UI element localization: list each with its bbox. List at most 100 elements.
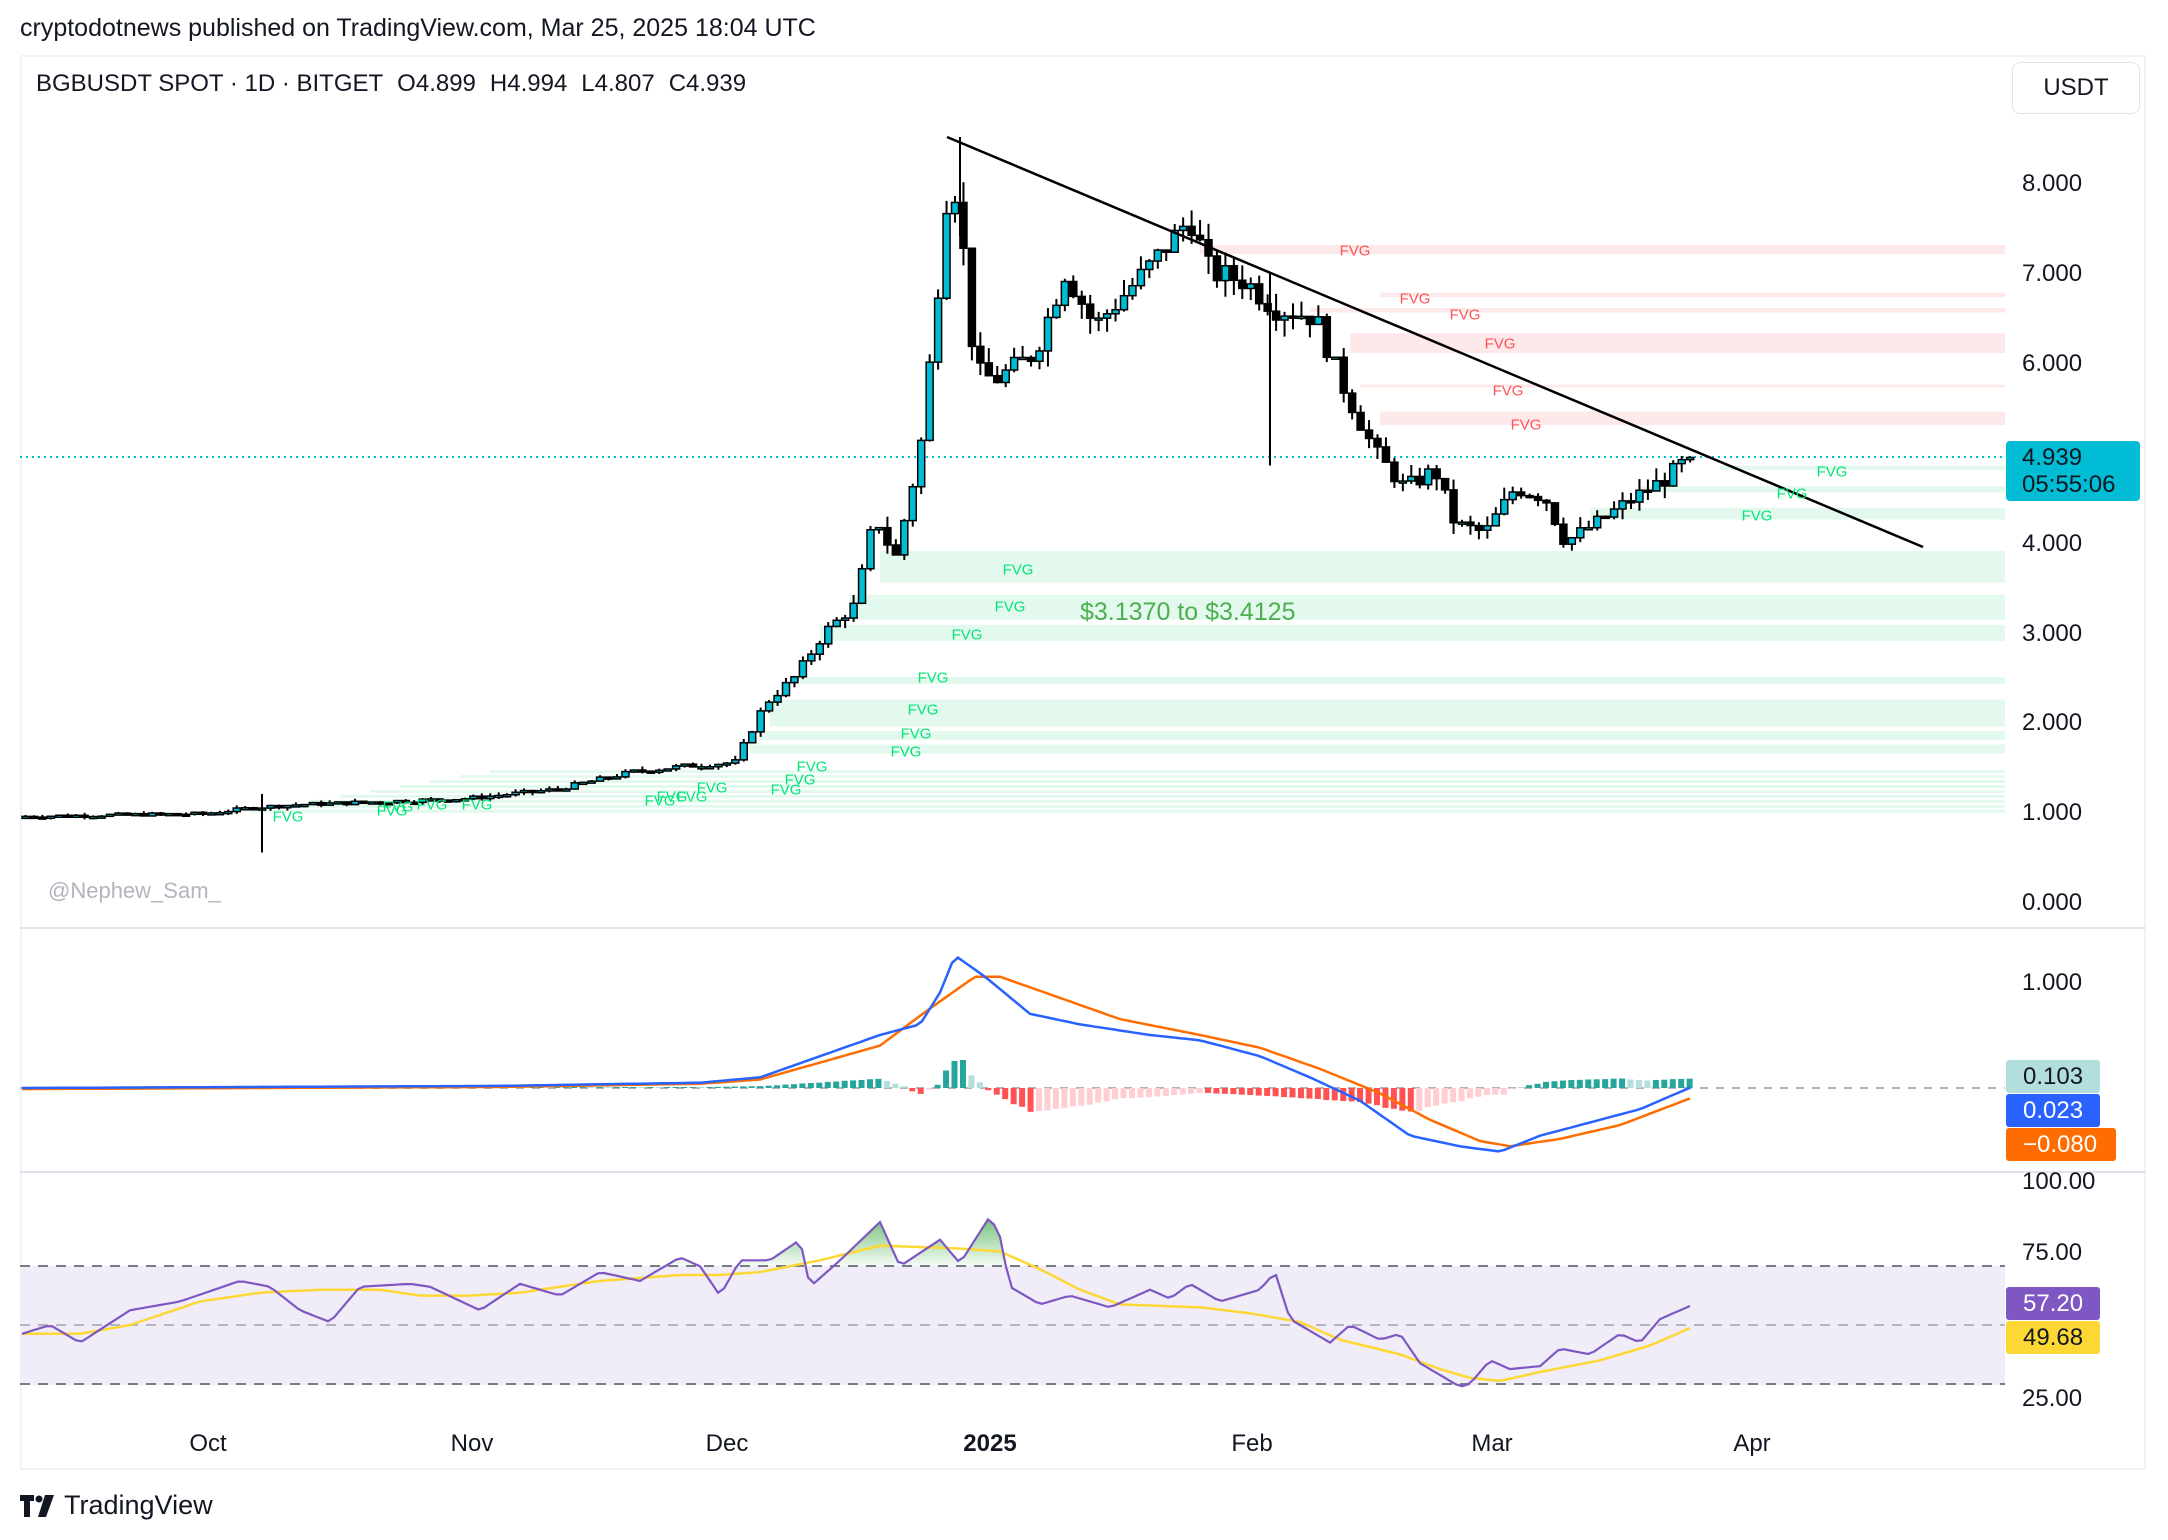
macd-histogram-bar xyxy=(1069,1088,1076,1107)
fvg-zone xyxy=(1360,384,2005,388)
bull-candle xyxy=(562,788,571,792)
bull-candle xyxy=(756,710,765,733)
bull-candle xyxy=(671,765,681,770)
bull-candle xyxy=(1584,527,1593,531)
macd-histogram-bar xyxy=(1644,1080,1651,1088)
bear-candle xyxy=(1381,446,1391,463)
bull-candle xyxy=(714,763,723,768)
bull-candle xyxy=(88,815,98,820)
macd-signal-tag: −0.080 xyxy=(2006,1128,2116,1161)
macd-histogram-bar xyxy=(1281,1088,1288,1098)
ohlc-open: O4.899 xyxy=(397,70,476,97)
bear-candle xyxy=(1347,392,1357,414)
bull-candle xyxy=(1119,294,1129,311)
bull-candle xyxy=(350,800,360,806)
bear-candle xyxy=(1390,461,1399,483)
bull-candle xyxy=(105,813,115,818)
price-axis-label: 6.000 xyxy=(2022,350,2083,377)
bull-candle xyxy=(655,769,664,774)
bear-candle xyxy=(1542,499,1551,504)
bull-candle xyxy=(486,795,495,800)
bull-candle xyxy=(1178,225,1188,232)
bear-candle xyxy=(1373,437,1382,448)
bear-candle xyxy=(1626,500,1636,504)
macd-histogram-bar xyxy=(985,1088,992,1091)
macd-histogram-bar xyxy=(1112,1088,1119,1100)
fvg-label: FVG xyxy=(900,725,932,743)
currency-button[interactable]: USDT xyxy=(2012,62,2140,114)
bull-candle xyxy=(519,789,529,794)
macd-histogram-bar xyxy=(1390,1088,1397,1109)
fvg-zone xyxy=(400,785,2005,788)
time-axis-label: Feb xyxy=(1231,1430,1273,1457)
bull-candle xyxy=(1669,462,1678,487)
bull-candle xyxy=(1035,350,1044,363)
fvg-label: FVG xyxy=(1492,382,1524,400)
bull-candle xyxy=(587,780,596,784)
author-watermark: @Nephew_Sam_ xyxy=(48,878,221,903)
bear-candle xyxy=(1466,521,1475,527)
fvg-zone xyxy=(370,789,2005,793)
rsi-overbought-fill xyxy=(664,1219,1006,1266)
macd-histogram-bar xyxy=(951,1060,958,1088)
bear-candle xyxy=(1085,303,1095,319)
fvg-zone xyxy=(250,809,2005,813)
bull-candle xyxy=(266,804,275,809)
macd-signal-line xyxy=(21,975,1691,1148)
tradingview-brand[interactable]: TradingView xyxy=(20,1490,213,1521)
macd-histogram-bar xyxy=(1610,1078,1617,1088)
price-axis-label: 4.000 xyxy=(2022,530,2083,557)
bull-candle xyxy=(494,794,503,799)
macd-histogram-bar xyxy=(1314,1088,1321,1100)
bull-candle xyxy=(1280,315,1289,321)
bear-candle xyxy=(173,812,182,817)
macd-line xyxy=(22,956,1691,1153)
bull-candle xyxy=(1060,280,1070,307)
macd-histogram-bar xyxy=(1128,1088,1135,1098)
macd-histogram-bar xyxy=(1475,1088,1482,1097)
macd-histogram-bar xyxy=(858,1079,865,1088)
bear-candle xyxy=(1263,302,1272,312)
price-axis-label: 7.000 xyxy=(2022,260,2083,287)
macd-histogram-bar xyxy=(1255,1088,1262,1096)
bull-candle xyxy=(418,798,427,804)
macd-histogram-bar xyxy=(833,1081,840,1088)
ohlc-low: L4.807 xyxy=(581,70,655,97)
bear-candle xyxy=(80,814,89,819)
fvg-label: FVG xyxy=(272,808,304,826)
fvg-zone xyxy=(490,770,2005,774)
bear-candle xyxy=(993,374,1002,384)
bear-candle xyxy=(1069,280,1078,298)
fvg-label: FVG xyxy=(1816,463,1848,481)
bear-candle xyxy=(688,763,698,768)
bull-candle xyxy=(1153,249,1163,262)
bear-candle xyxy=(376,801,385,805)
macd-histogram-bar xyxy=(731,1086,738,1088)
bear-candle xyxy=(1322,316,1332,359)
price-axis-label: 0.000 xyxy=(2022,889,2083,916)
macd-histogram-bar xyxy=(1036,1088,1042,1112)
macd-histogram-bar xyxy=(613,1087,620,1088)
macd-histogram-bar xyxy=(571,1087,578,1088)
ohlc-high: H4.994 xyxy=(489,70,568,97)
macd-histogram-bar xyxy=(816,1082,823,1088)
tradingview-logo-icon xyxy=(20,1494,54,1517)
bear-candle xyxy=(984,362,994,377)
macd-histogram-bar xyxy=(638,1087,645,1088)
fvg-zone xyxy=(1590,507,2005,520)
bull-candle xyxy=(224,810,233,815)
macd-histogram-bar xyxy=(1095,1088,1102,1103)
macd-histogram-bar xyxy=(799,1083,806,1088)
macd-histogram-bar xyxy=(1627,1079,1634,1088)
bar-countdown: 05:55:06 xyxy=(2022,471,2116,498)
fvg-zone xyxy=(750,744,2005,754)
macd-histogram-bar xyxy=(1635,1080,1642,1088)
bull-candle xyxy=(807,653,816,662)
time-axis-label: Apr xyxy=(1733,1430,1771,1457)
macd-histogram-bar xyxy=(1238,1088,1245,1095)
bull-candle xyxy=(900,519,909,556)
fvg-zone xyxy=(1350,333,2005,353)
fvg-zone xyxy=(770,699,2005,727)
macd-histogram-bar xyxy=(706,1086,713,1088)
